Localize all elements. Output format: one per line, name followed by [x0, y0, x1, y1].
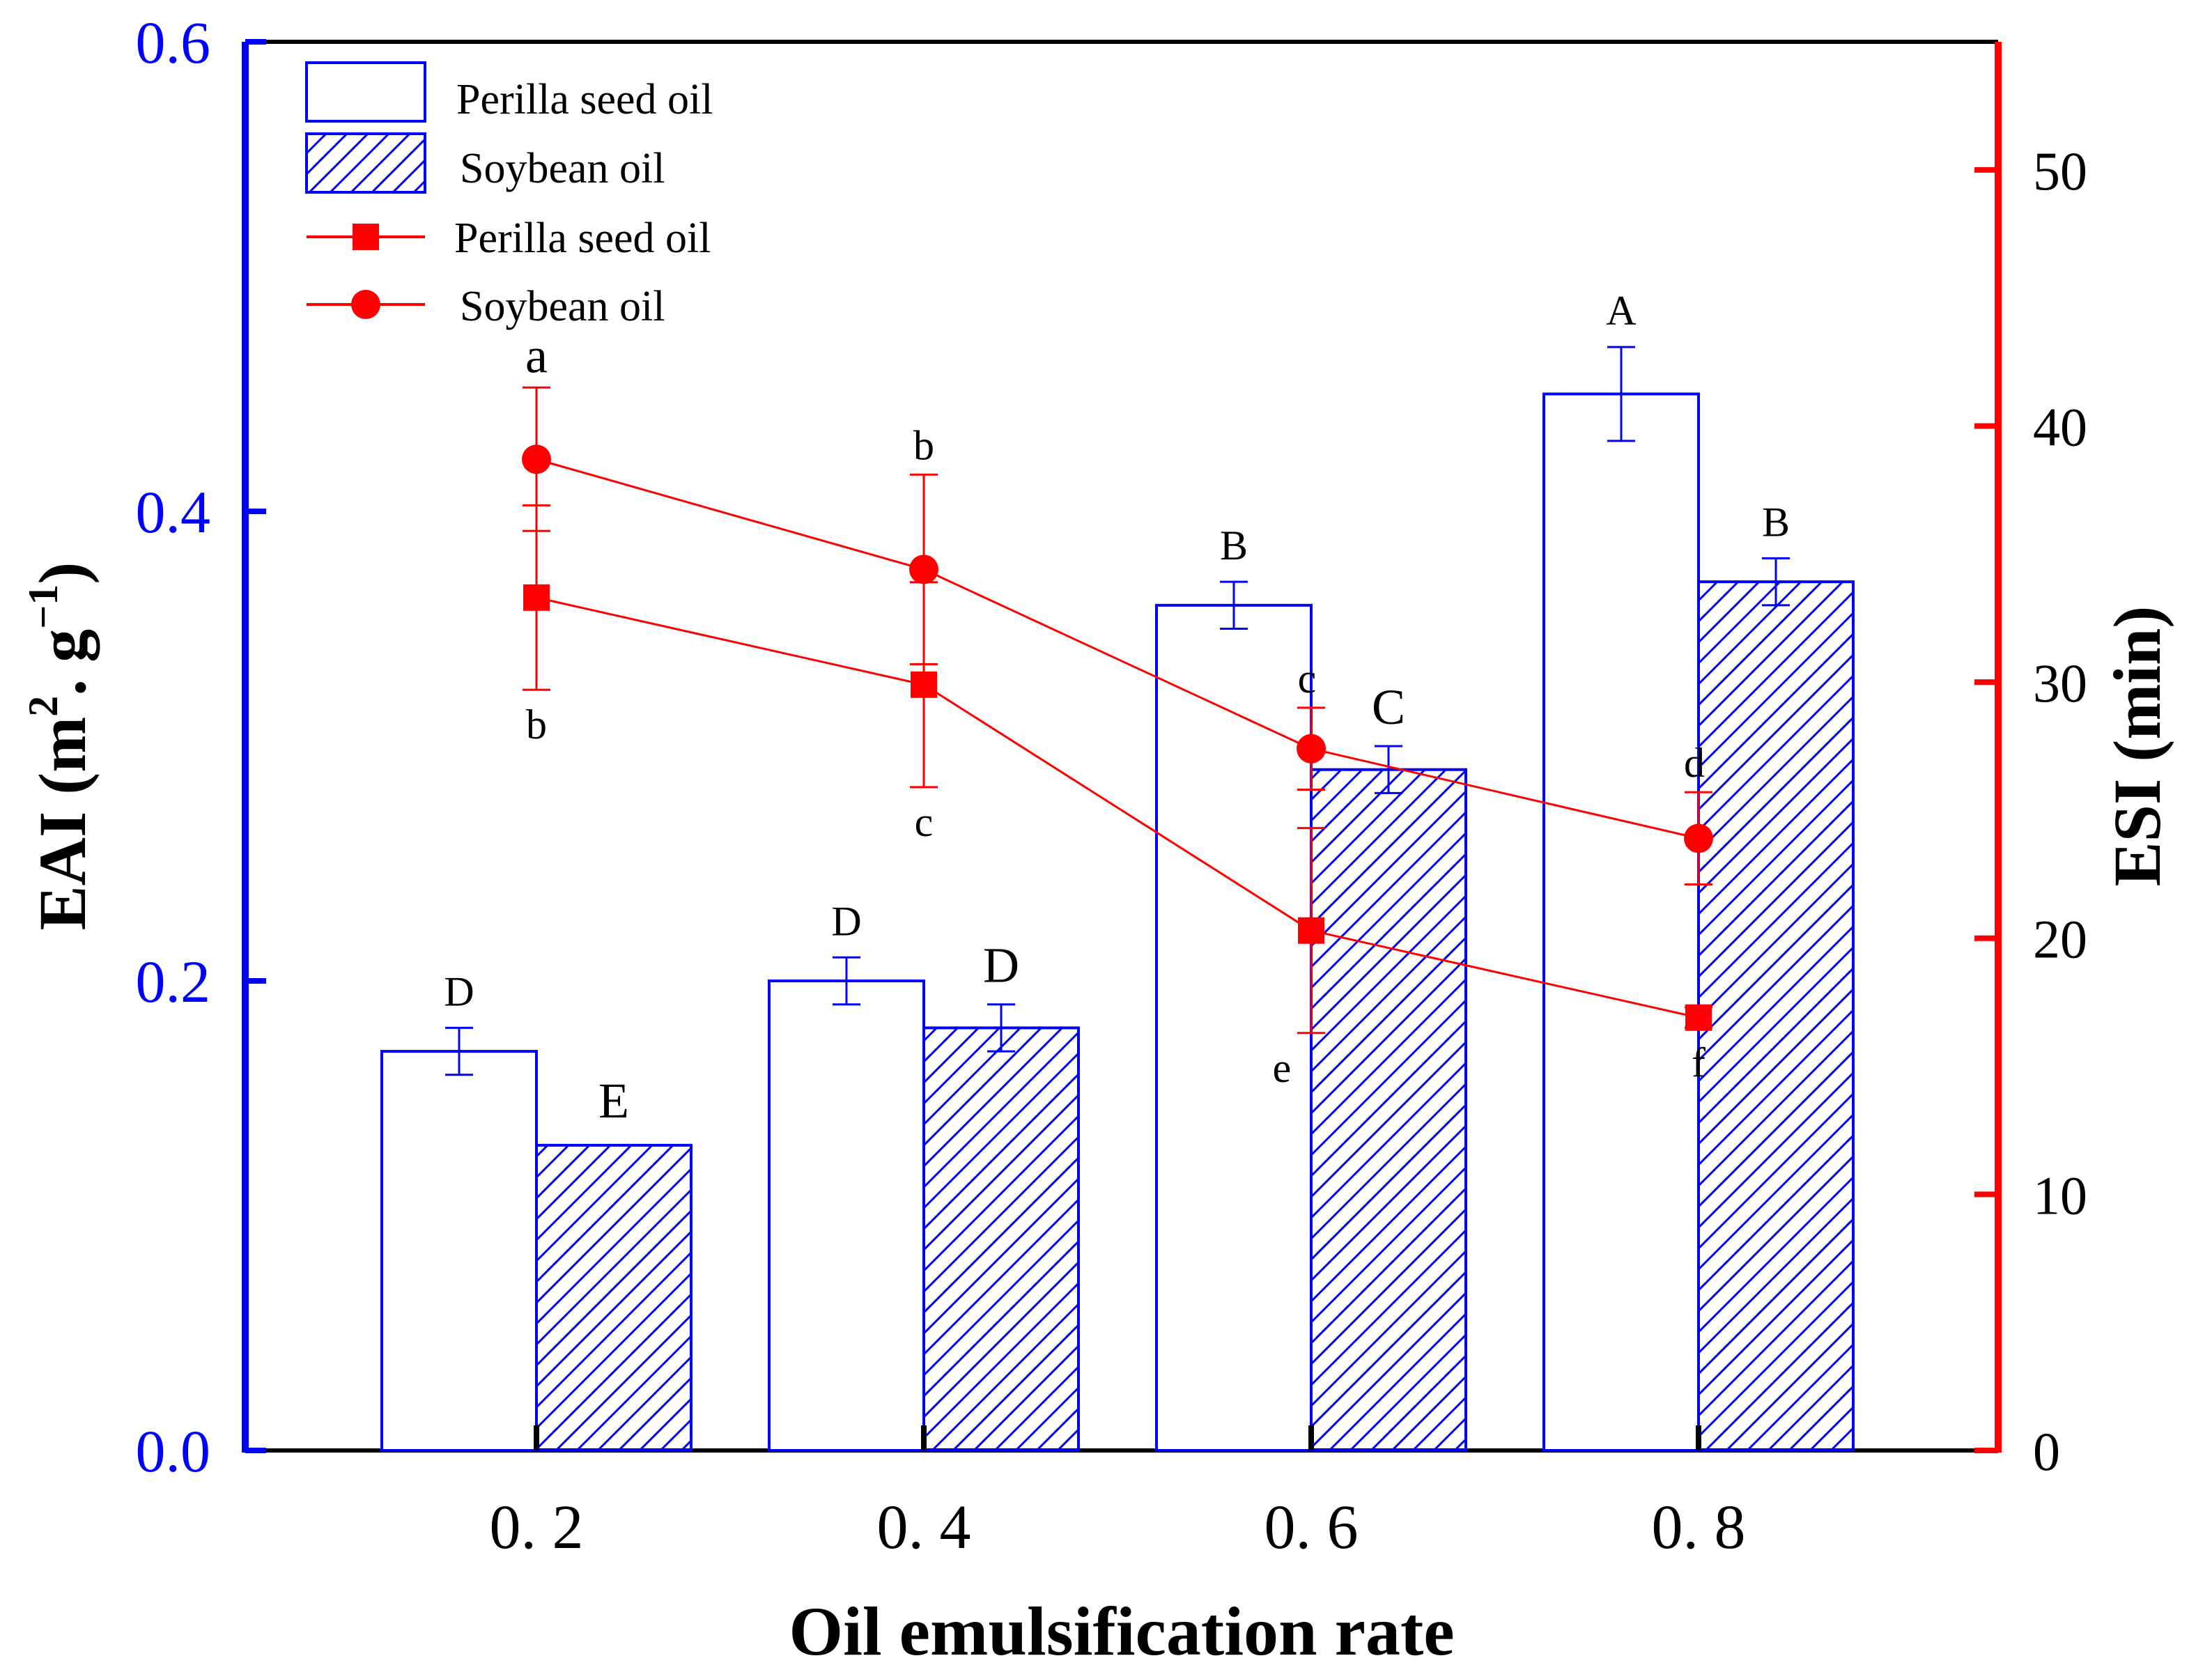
right-tick-label-1: 10	[2033, 1165, 2087, 1225]
bar-error-0-2	[1220, 580, 1248, 630]
bar-perilla-2	[1155, 603, 1313, 1452]
left-axis-title-sup1: 2	[20, 696, 66, 717]
legend-label-perilla-line: Perilla seed oil	[454, 215, 711, 262]
bar-error-0-1	[833, 956, 860, 1006]
point-square-1	[911, 671, 937, 698]
line-letter-perilla-0: b	[526, 702, 547, 748]
line-letter-soybean-3: d	[1684, 740, 1705, 786]
bar-error-0-0	[445, 1026, 473, 1076]
bar-error-1-1	[987, 1003, 1015, 1053]
x-ticks-layer: 0. 2 0. 4 0. 6 0. 8	[490, 1425, 1746, 1562]
x-tick-label-3: 0. 8	[1652, 1493, 1746, 1562]
left-tick-label-2: 0.4	[136, 479, 211, 545]
left-axis-title-main: EAI (m	[25, 717, 100, 931]
legend-label-soybean-bar: Soybean oil	[460, 145, 665, 192]
left-axis: 0.0 0.2 0.4 0.6	[136, 9, 266, 1485]
bar-error-1-3	[1762, 557, 1790, 607]
left-axis-title-mid: . g	[25, 629, 100, 696]
bar-letter-1-1: D	[983, 938, 1019, 993]
bar-letter-1-2: C	[1372, 679, 1405, 735]
point-circle-2	[1297, 734, 1326, 764]
bar-letter-0-2: B	[1220, 522, 1248, 568]
bars-layer: D D B A E D C B	[380, 288, 1855, 1453]
point-square-0	[523, 584, 550, 611]
series-line-soybean	[536, 458, 1699, 839]
legend-marker-circle-icon	[351, 290, 380, 319]
bar-letter-0-0: D	[444, 968, 474, 1014]
x-tick-label-2: 0. 6	[1264, 1493, 1359, 1562]
bar-perilla-1	[768, 980, 925, 1452]
bar-error-1-2	[1375, 745, 1402, 794]
line-letter-soybean-0: a	[525, 327, 548, 383]
right-axis: 0 10 20 30 40 50	[1974, 141, 2087, 1482]
bar-error-0-3	[1607, 346, 1635, 442]
right-tick-label-0: 0	[2033, 1421, 2060, 1482]
point-square-2	[1298, 917, 1324, 944]
x-axis-title: Oil emulsification rate	[789, 1593, 1454, 1670]
line-letter-perilla-1: c	[915, 799, 934, 845]
left-axis-title-sup2: −1	[20, 585, 66, 629]
left-axis-title: EAI (m2. g−1)	[20, 562, 100, 931]
bar-letter-1-3: B	[1762, 499, 1790, 545]
bar-perilla-0	[380, 1050, 538, 1452]
legend-label-soybean-line: Soybean oil	[460, 283, 665, 330]
right-tick-label-2: 20	[2033, 909, 2087, 970]
bar-soybean-3	[1697, 580, 1855, 1452]
point-circle-3	[1684, 823, 1713, 853]
left-axis-title-end: )	[25, 562, 100, 585]
right-tick-label-4: 40	[2033, 396, 2087, 457]
legend: Perilla seed oil Soybean oil Perilla see…	[305, 61, 713, 330]
legend-marker-square-icon	[353, 224, 379, 250]
series-line-perilla	[536, 596, 1699, 1019]
point-square-3	[1685, 1004, 1712, 1031]
right-tick-label-3: 30	[2033, 653, 2087, 713]
legend-swatch-perilla-bar	[305, 61, 426, 123]
line-letter-soybean-1: b	[913, 422, 934, 468]
line-letter-soybean-2: c	[1298, 656, 1317, 702]
bar-perilla-3	[1542, 392, 1700, 1452]
legend-label-perilla-bar: Perilla seed oil	[456, 76, 713, 123]
point-circle-1	[909, 555, 938, 585]
bar-soybean-2	[1310, 768, 1467, 1452]
right-tick-label-5: 50	[2033, 141, 2087, 201]
bar-soybean-1	[922, 1026, 1080, 1452]
bar-soybean-0	[535, 1143, 693, 1453]
bar-letter-0-1: D	[831, 898, 861, 944]
legend-swatch-soybean-bar	[305, 132, 426, 194]
lines-layer: b c e f a b c d	[522, 327, 1713, 1091]
x-tick-label-0: 0. 2	[490, 1493, 584, 1562]
line-letter-perilla-3: f	[1692, 1039, 1706, 1085]
left-tick-label-3: 0.6	[136, 9, 211, 76]
right-axis-title: ESI (min)	[2100, 606, 2174, 887]
bar-letter-0-3: A	[1606, 288, 1636, 334]
x-tick-label-1: 0. 4	[877, 1493, 971, 1562]
bar-letter-1-0: E	[598, 1073, 629, 1129]
point-circle-0	[522, 444, 551, 474]
left-tick-label-1: 0.2	[136, 948, 211, 1015]
line-letter-perilla-2: e	[1273, 1045, 1292, 1091]
left-tick-label-0: 0.0	[136, 1418, 211, 1485]
